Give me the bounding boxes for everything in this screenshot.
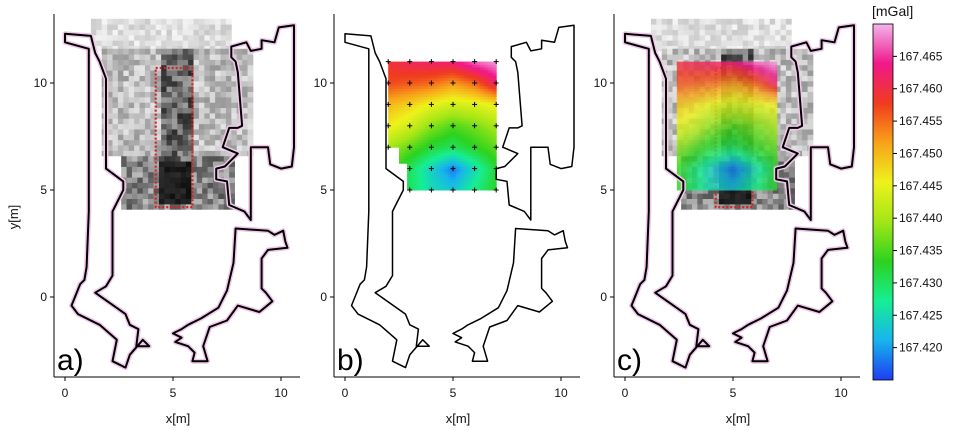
x-tick-label: 10 bbox=[274, 386, 288, 400]
x-tick-label: 5 bbox=[730, 386, 737, 400]
station-marker bbox=[450, 187, 456, 193]
colorbar-tick-label: 167.465 bbox=[899, 49, 943, 63]
panel-2: 0 5 10 0 5 10 x[m] b) bbox=[314, 14, 580, 426]
station-marker bbox=[493, 101, 499, 107]
colorbar-tick-label: 167.425 bbox=[899, 308, 943, 322]
station-marker bbox=[450, 123, 456, 129]
station-markers bbox=[385, 59, 499, 193]
colorbar-tick-label: 167.455 bbox=[899, 114, 943, 128]
station-marker bbox=[493, 80, 499, 86]
panel-label: c) bbox=[617, 344, 642, 377]
y-tick-label: 10 bbox=[34, 76, 48, 90]
colorbar-tick-label: 167.420 bbox=[899, 341, 943, 355]
station-marker bbox=[493, 123, 499, 129]
station-marker bbox=[493, 187, 499, 193]
station-marker bbox=[472, 166, 478, 172]
colorbar-tick-label: 167.450 bbox=[899, 146, 943, 160]
colorbar-tick-label: 167.445 bbox=[899, 179, 943, 193]
y-tick-label: 0 bbox=[320, 290, 327, 304]
axes: 0 5 10 0 5 10 x[m] y[m] bbox=[6, 14, 300, 426]
colorbar-gradient bbox=[872, 23, 894, 381]
station-marker bbox=[472, 123, 478, 129]
station-marker bbox=[450, 101, 456, 107]
station-marker bbox=[472, 144, 478, 150]
station-marker bbox=[407, 101, 413, 107]
axes: 0 5 10 0 5 10 x[m] bbox=[594, 14, 860, 426]
colorbar-tick-label: 167.460 bbox=[899, 82, 943, 96]
station-marker bbox=[450, 59, 456, 65]
wall-outline-3 bbox=[452, 227, 569, 362]
gravity-map bbox=[676, 61, 778, 191]
station-marker bbox=[428, 101, 434, 107]
station-marker bbox=[472, 80, 478, 86]
panel-1: 0 5 10 0 5 10 x[m] y[m] a) bbox=[6, 14, 300, 426]
colorbar-unit: [mGal] bbox=[872, 3, 913, 19]
y-tick-label: 10 bbox=[314, 76, 328, 90]
y-tick-label: 0 bbox=[600, 290, 607, 304]
x-tick-label: 10 bbox=[834, 386, 848, 400]
station-marker bbox=[428, 80, 434, 86]
x-tick-label: 5 bbox=[450, 386, 457, 400]
station-marker bbox=[472, 59, 478, 65]
y-tick-label: 10 bbox=[594, 76, 608, 90]
wall-outline-3 bbox=[732, 227, 849, 363]
axes: 0 5 10 0 5 10 x[m] bbox=[314, 14, 580, 426]
radar-image bbox=[90, 18, 254, 210]
x-axis-label: x[m] bbox=[446, 411, 471, 426]
wall-outline-1 bbox=[624, 32, 711, 369]
wall-outline-2 bbox=[215, 24, 295, 221]
wall-outline-1 bbox=[64, 32, 151, 369]
station-marker bbox=[450, 144, 456, 150]
x-tick-label: 5 bbox=[170, 386, 177, 400]
station-marker bbox=[428, 144, 434, 150]
wall-outline-2 bbox=[495, 24, 575, 221]
x-tick-label: 0 bbox=[622, 386, 629, 400]
station-marker bbox=[407, 144, 413, 150]
x-tick-label: 0 bbox=[342, 386, 349, 400]
y-axis-label: y[m] bbox=[6, 205, 21, 230]
station-marker bbox=[407, 166, 413, 172]
station-marker bbox=[428, 187, 434, 193]
station-marker bbox=[407, 80, 413, 86]
station-marker bbox=[472, 187, 478, 193]
colorbar-tick-label: 167.440 bbox=[899, 211, 943, 225]
station-marker bbox=[385, 59, 391, 65]
x-tick-label: 0 bbox=[62, 386, 69, 400]
station-marker bbox=[450, 80, 456, 86]
station-marker bbox=[472, 101, 478, 107]
station-marker bbox=[493, 59, 499, 65]
colorbar-tick-label: 167.430 bbox=[899, 276, 943, 290]
y-tick-label: 5 bbox=[600, 183, 607, 197]
colorbar: [mGal] 167.420 167.425 167.430 167.435 167.44… bbox=[872, 3, 943, 381]
station-marker bbox=[407, 59, 413, 65]
x-axis-label: x[m] bbox=[726, 411, 751, 426]
station-marker bbox=[428, 123, 434, 129]
x-axis-label: x[m] bbox=[166, 411, 191, 426]
station-marker bbox=[450, 166, 456, 172]
panel-3: 0 5 10 0 5 10 x[m] c) bbox=[594, 14, 860, 426]
y-tick-label: 0 bbox=[40, 290, 47, 304]
panel-label: b) bbox=[337, 344, 364, 377]
colorbar-tick-label: 167.435 bbox=[899, 244, 943, 258]
station-marker bbox=[493, 144, 499, 150]
wall-outline-3 bbox=[172, 227, 289, 363]
wall-outline-1 bbox=[344, 33, 430, 369]
panel-label: a) bbox=[57, 344, 84, 377]
station-marker bbox=[407, 187, 413, 193]
wall-outline-2 bbox=[775, 24, 855, 221]
station-marker bbox=[407, 123, 413, 129]
y-tick-label: 5 bbox=[40, 183, 47, 197]
y-tick-label: 5 bbox=[320, 183, 327, 197]
station-marker bbox=[428, 166, 434, 172]
panels: 0 5 10 0 5 10 x[m] y[m] a) 0 5 10 0 5 10 x[m] b) 0 5 10 0 5 10… bbox=[6, 14, 860, 426]
gravity-map bbox=[388, 61, 497, 191]
station-marker bbox=[428, 59, 434, 65]
x-tick-label: 10 bbox=[554, 386, 568, 400]
